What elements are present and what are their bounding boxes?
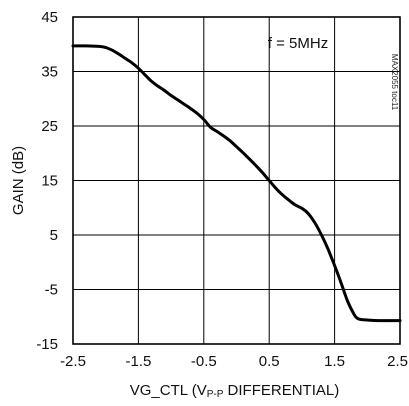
x-tick-label: 1.5 (324, 353, 345, 370)
x-tick-label: 0.5 (259, 353, 280, 370)
y-tick-label: -15 (36, 336, 58, 353)
y-tick-label: 5 (50, 227, 58, 244)
grid (73, 17, 400, 344)
x-tick-labels: -2.5 -1.5 -0.5 0.5 1.5 2.5 (60, 353, 408, 370)
y-tick-label: 35 (41, 64, 58, 81)
frequency-annotation: f = 5MHz (268, 35, 328, 52)
series-layer (71, 44, 402, 323)
x-axis-label-subscript: P-P (207, 389, 224, 400)
x-tick-label: 2.5 (387, 353, 408, 370)
x-tick-label: -2.5 (60, 353, 86, 370)
figure-reference: MAX2055 toc11 (390, 54, 399, 111)
y-axis-label: GAIN (dB) (10, 146, 27, 215)
y-tick-label: 45 (41, 9, 58, 26)
y-tick-label: 25 (41, 118, 58, 135)
x-tick-label: -1.5 (125, 353, 151, 370)
y-tick-label: -5 (45, 282, 58, 299)
plot-frame (72, 16, 401, 345)
x-axis-label: VG_CTL (VP-P DIFFERENTIAL) (130, 382, 339, 400)
y-tick-labels: -15 -5 5 15 25 35 45 (36, 9, 58, 353)
x-axis-label-tail: DIFFERENTIAL) (223, 382, 339, 399)
x-tick-label: -0.5 (191, 353, 217, 370)
gain-curve (71, 44, 402, 323)
x-axis-label-main: VG_CTL (V (130, 382, 207, 399)
y-tick-label: 15 (41, 173, 58, 190)
